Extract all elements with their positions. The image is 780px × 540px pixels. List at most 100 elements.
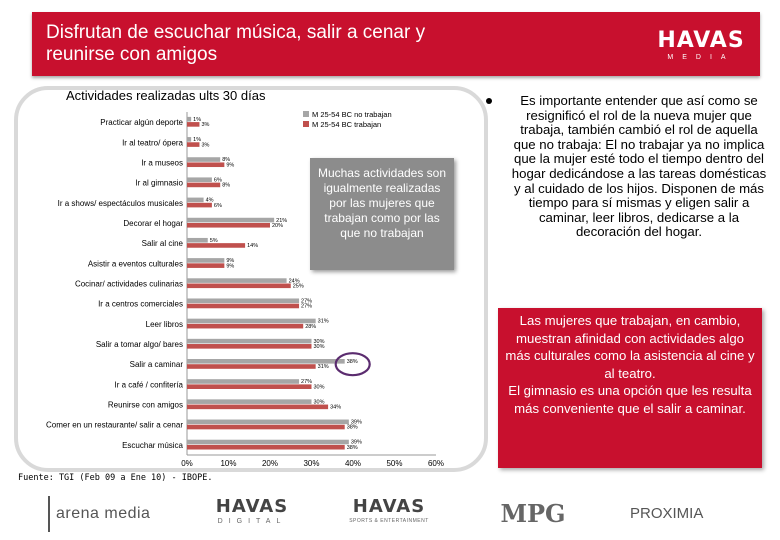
category-label: Escuchar música [122, 441, 183, 450]
chart-title: Actividades realizadas ults 30 días [66, 88, 266, 103]
bar [187, 338, 312, 344]
bar [187, 318, 316, 324]
data-label: 6% [214, 177, 222, 183]
havas-media-logo: HAVAS MEDIA [656, 30, 746, 66]
data-label: 6% [214, 203, 222, 209]
legend-swatch [303, 111, 309, 117]
data-label: 8% [222, 157, 230, 163]
bar [187, 344, 312, 349]
data-label: 30% [314, 339, 325, 345]
legend-label: M 25-54 BC trabajan [312, 120, 381, 129]
media-logo-text: MEDIA [667, 54, 735, 61]
category-label: Ir a shows/ espectáculos musicales [58, 199, 183, 208]
category-label: Ir al teatro/ ópera [122, 138, 183, 147]
category-label: Salir a caminar [130, 360, 184, 369]
data-label: 14% [247, 243, 258, 249]
category-label: Ir a café / confitería [115, 380, 184, 389]
bar [187, 182, 221, 188]
bar [187, 283, 291, 289]
bar [187, 137, 192, 142]
page-title: Disfrutan de escuchar música, salir a ce… [46, 22, 426, 65]
bar [187, 303, 300, 309]
bar [187, 202, 212, 208]
category-label: Comer en un restaurante/ salir a cenar [46, 421, 183, 430]
bar [187, 399, 312, 404]
arena-media-logo: arena media [48, 496, 158, 532]
bar [187, 263, 225, 268]
bar [187, 298, 300, 304]
data-label: 31% [318, 319, 329, 325]
data-label: 9% [226, 162, 234, 168]
x-tick-label: 60% [428, 459, 444, 468]
category-label: Reunirse con amigos [108, 401, 183, 410]
legend-swatch [303, 121, 309, 127]
data-label: 1% [193, 137, 201, 143]
data-label: 38% [347, 359, 358, 365]
source-note: Fuente: TGI (Feb 09 a Ene 10) - IBOPE. [18, 473, 213, 483]
category-label: Ir a centros comerciales [98, 300, 183, 309]
bar [187, 359, 345, 364]
bar [187, 122, 200, 127]
data-label: 39% [351, 440, 362, 446]
bar [187, 243, 246, 248]
x-tick-label: 10% [220, 459, 236, 468]
data-label: 38% [347, 445, 358, 451]
bar [187, 379, 300, 384]
category-label: Asistir a eventos culturales [88, 259, 183, 268]
category-label: Decorar el hogar [123, 219, 183, 228]
bar [187, 222, 270, 228]
data-label: 28% [305, 324, 316, 330]
bar [187, 162, 225, 168]
havas-digital-logo-main: HAVAS [215, 496, 289, 517]
bar [187, 237, 208, 243]
x-tick-label: 40% [345, 459, 361, 468]
data-label: 25% [293, 284, 304, 290]
havas-digital-logo-sub: DIGITAL [217, 518, 287, 525]
category-label: Ir a museos [141, 158, 183, 167]
bar [187, 404, 329, 410]
bar [187, 419, 349, 425]
havas-logo-text: HAVAS [657, 28, 745, 53]
gray-callout: Muchas actividades son igualmente realiz… [310, 158, 454, 270]
data-label: 30% [314, 399, 325, 405]
data-label: 30% [314, 384, 325, 390]
footer-logos: arena media HAVAS DIGITAL HAVAS SPORTS &… [0, 494, 780, 534]
data-label: 9% [226, 263, 234, 269]
data-label: 24% [289, 278, 300, 284]
data-label: 3% [201, 122, 209, 128]
bar [187, 177, 212, 183]
havas-sports-logo-main: HAVAS [352, 496, 426, 517]
activities-bar-chart: 0% 10% 20% 30% 40% 50% 60% Practicar algún depo… [46, 110, 444, 468]
bar [187, 258, 225, 263]
bar [187, 444, 345, 450]
data-label: 31% [318, 364, 329, 370]
data-label: 27% [301, 298, 312, 304]
highlight-circle [334, 352, 371, 377]
bar [187, 364, 316, 369]
data-label: 5% [210, 238, 218, 244]
bar [187, 217, 275, 223]
bar [187, 142, 200, 147]
data-label: 39% [351, 420, 362, 426]
data-label: 1% [193, 117, 201, 123]
data-label: 27% [301, 379, 312, 385]
legend-label: M 25-54 BC no trabajan [312, 110, 392, 119]
havas-digital-logo: HAVAS DIGITAL [214, 496, 290, 532]
category-label: Cocinar/ actividades culinarias [75, 280, 183, 289]
bar [187, 424, 345, 430]
bar [187, 157, 221, 162]
bar [187, 439, 349, 445]
mpg-logo: MPG [500, 499, 566, 528]
category-label: Leer libros [146, 320, 183, 329]
x-tick-label: 0% [181, 459, 193, 468]
data-label: 34% [330, 405, 341, 411]
category-label: Ir al gimnasio [135, 179, 183, 188]
x-tick-label: 30% [303, 459, 319, 468]
bullet-text: Es importante entender que así como se r… [511, 93, 767, 240]
category-label: Salir a tomar algo/ bares [96, 340, 183, 349]
havas-sports-logo: HAVAS SPORTS & ENTERTAINMENT [346, 496, 432, 532]
bar [187, 323, 304, 329]
bar [187, 384, 312, 389]
data-label: 20% [272, 223, 283, 229]
data-label: 4% [206, 198, 214, 204]
